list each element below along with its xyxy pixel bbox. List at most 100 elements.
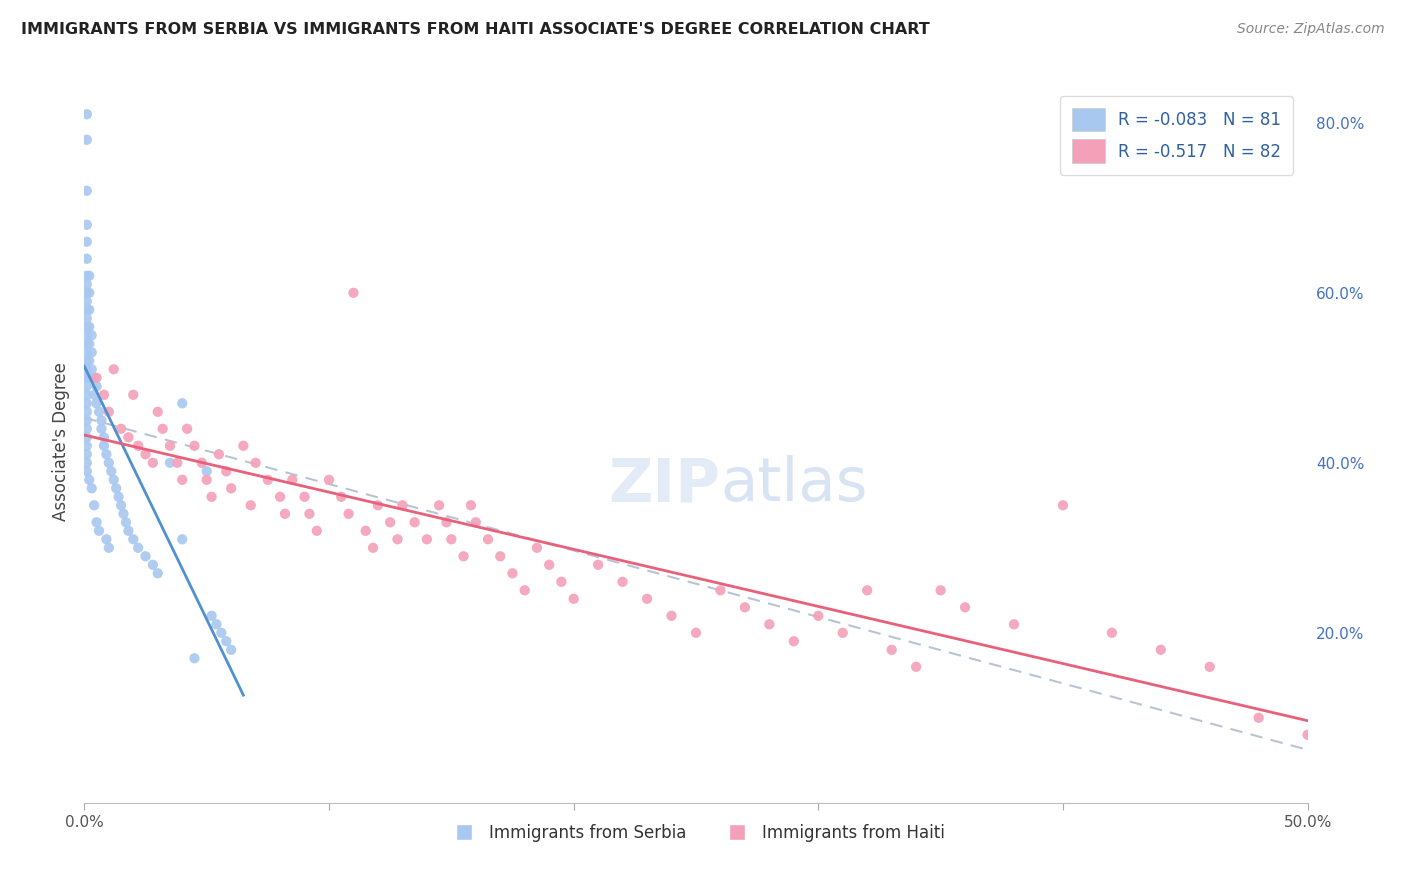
Point <box>76 456 98 470</box>
Point <box>526 541 548 555</box>
Point <box>117 524 139 538</box>
Point <box>127 439 149 453</box>
Point <box>152 422 174 436</box>
Point <box>77 302 100 317</box>
Point <box>76 302 98 317</box>
Point <box>685 625 707 640</box>
Point <box>219 481 242 495</box>
Point <box>135 549 157 564</box>
Point <box>172 473 194 487</box>
Text: Source: ZipAtlas.com: Source: ZipAtlas.com <box>1237 22 1385 37</box>
Point <box>176 422 198 436</box>
Point <box>191 456 214 470</box>
Point <box>76 328 98 343</box>
Point <box>205 617 228 632</box>
Point <box>76 379 98 393</box>
Point <box>550 574 572 589</box>
Point <box>436 516 458 530</box>
Point <box>1052 498 1074 512</box>
Point <box>115 516 138 530</box>
Point <box>209 625 232 640</box>
Y-axis label: Associate's Degree: Associate's Degree <box>52 362 70 521</box>
Point <box>427 498 450 512</box>
Point <box>90 422 112 436</box>
Point <box>110 422 132 436</box>
Point <box>142 456 165 470</box>
Point <box>354 524 377 538</box>
Point <box>464 516 486 530</box>
Point <box>142 558 165 572</box>
Text: IMMIGRANTS FROM SERBIA VS IMMIGRANTS FROM HAITI ASSOCIATE'S DEGREE CORRELATION C: IMMIGRANTS FROM SERBIA VS IMMIGRANTS FRO… <box>21 22 929 37</box>
Point <box>330 490 353 504</box>
Point <box>460 498 482 512</box>
Point <box>146 405 169 419</box>
Point <box>93 439 115 453</box>
Point <box>208 447 231 461</box>
Point <box>361 541 384 555</box>
Point <box>416 533 439 547</box>
Point <box>96 447 118 461</box>
Point <box>103 473 125 487</box>
Point <box>76 422 98 436</box>
Point <box>107 490 129 504</box>
Point <box>274 507 297 521</box>
Point <box>105 481 128 495</box>
Point <box>86 371 108 385</box>
Point <box>612 574 634 589</box>
Point <box>387 533 409 547</box>
Point <box>215 464 238 478</box>
Point <box>76 184 98 198</box>
Point <box>1296 728 1319 742</box>
Point <box>76 268 98 283</box>
Text: atlas: atlas <box>720 456 868 515</box>
Point <box>77 353 100 368</box>
Point <box>880 642 903 657</box>
Point <box>76 345 98 359</box>
Point <box>172 533 194 547</box>
Point <box>122 388 145 402</box>
Point <box>404 516 426 530</box>
Point <box>80 328 103 343</box>
Point <box>166 456 188 470</box>
Point <box>86 516 108 530</box>
Point <box>380 516 402 530</box>
Point <box>391 498 413 512</box>
Point <box>183 439 205 453</box>
Point <box>97 456 120 470</box>
Point <box>294 490 316 504</box>
Point <box>159 439 181 453</box>
Point <box>97 405 120 419</box>
Point <box>77 268 100 283</box>
Point <box>76 396 98 410</box>
Point <box>86 379 108 393</box>
Point <box>318 473 340 487</box>
Point <box>127 541 149 555</box>
Point <box>477 533 499 547</box>
Point <box>269 490 291 504</box>
Point <box>96 533 118 547</box>
Point <box>76 218 98 232</box>
Point <box>90 413 112 427</box>
Point <box>367 498 389 512</box>
Point <box>586 558 609 572</box>
Point <box>77 473 100 487</box>
Point <box>172 396 194 410</box>
Point <box>86 396 108 410</box>
Point <box>76 405 98 419</box>
Point <box>83 371 105 385</box>
Point <box>83 498 105 512</box>
Point <box>513 583 536 598</box>
Point <box>538 558 561 572</box>
Point <box>239 498 262 512</box>
Point <box>953 600 976 615</box>
Point <box>905 660 928 674</box>
Point <box>76 362 98 376</box>
Point <box>77 371 100 385</box>
Point <box>856 583 879 598</box>
Point <box>76 439 98 453</box>
Point <box>281 473 304 487</box>
Point <box>76 319 98 334</box>
Point <box>734 600 756 615</box>
Point <box>146 566 169 581</box>
Point <box>159 456 181 470</box>
